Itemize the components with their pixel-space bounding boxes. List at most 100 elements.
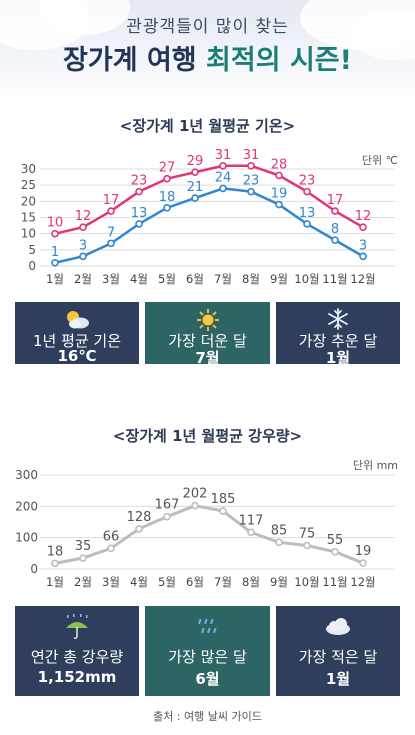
- data-label: 28: [271, 157, 288, 172]
- data-label: 85: [271, 523, 288, 538]
- data-label: 35: [75, 539, 92, 554]
- stat-label: 가장 추운 달: [298, 332, 378, 350]
- x-tick-label: 4월: [130, 575, 148, 589]
- data-label: 19: [271, 187, 288, 202]
- data-label: 18: [47, 544, 64, 559]
- data-point: [163, 512, 171, 521]
- title-highlight: 최적의 시즌!: [206, 45, 352, 76]
- x-tick-label: 11월: [322, 272, 347, 286]
- data-point: [51, 229, 59, 238]
- stat-label: 가장 많은 달: [168, 648, 247, 666]
- data-point: [359, 559, 367, 567]
- data-point: [191, 501, 199, 510]
- data-label: 3: [79, 238, 87, 253]
- data-point: [191, 194, 199, 202]
- data-point: [51, 559, 59, 568]
- data-label: 66: [103, 529, 120, 544]
- y-tick-label: 0: [30, 562, 38, 576]
- stat-avg-temp: 1년 평균 기온 16℃: [15, 302, 139, 365]
- y-tick-label: 5: [28, 243, 36, 257]
- x-tick-label: 6월: [186, 575, 204, 589]
- y-tick-label: 100: [15, 531, 38, 545]
- x-tick-label: 9월: [270, 272, 288, 286]
- x-tick-label: 10월: [294, 272, 319, 286]
- temp-chart-title: <장가계 1년 월평균 기온>: [119, 117, 296, 135]
- data-point: [331, 207, 339, 215]
- data-point: [107, 544, 115, 553]
- stat-value: 1,152mm: [37, 668, 117, 686]
- unit-label: 단위 ℃: [362, 154, 398, 167]
- y-tick-label: 10: [21, 227, 36, 241]
- stat-hottest-month: 가장 더운 달 7월: [145, 302, 270, 367]
- data-label: 202: [183, 487, 208, 502]
- data-point: [331, 236, 339, 244]
- data-point: [303, 187, 311, 196]
- data-label: 185: [211, 492, 236, 507]
- data-label: 21: [187, 180, 204, 195]
- data-point: [163, 204, 171, 212]
- data-point: [275, 538, 283, 547]
- data-point: [79, 223, 87, 231]
- x-tick-label: 5월: [158, 272, 176, 286]
- title-main: 장가계 여행: [63, 45, 207, 76]
- x-tick-label: 11월: [322, 575, 347, 589]
- stat-label: 1년 평균 기온: [32, 332, 122, 350]
- data-point: [135, 525, 143, 533]
- stat-value: 7월: [195, 349, 220, 367]
- data-label: 18: [159, 190, 176, 205]
- data-point: [219, 161, 227, 170]
- data-point: [79, 554, 87, 562]
- data-label: 1: [51, 245, 59, 260]
- stat-label: 가장 더운 달: [168, 332, 247, 350]
- umbrella-icon: [64, 614, 90, 644]
- sun-cloud-icon: [62, 308, 92, 334]
- stat-label: 연간 총 강우량: [30, 648, 124, 666]
- stat-annual-rain: 연간 총 강우량 1,152mm: [15, 606, 139, 696]
- data-label: 167: [155, 498, 180, 513]
- x-tick-label: 12월: [350, 575, 375, 589]
- data-point: [107, 207, 115, 215]
- y-tick-label: 300: [15, 468, 38, 482]
- series-line: [54, 164, 364, 235]
- unit-label: 단위 mm: [353, 459, 398, 472]
- data-label: 19: [355, 544, 372, 559]
- data-label: 31: [243, 148, 260, 163]
- header-subtitle: 관광객들이 많이 찾는: [126, 17, 289, 37]
- x-tick-label: 3월: [102, 272, 120, 286]
- series-line: [54, 504, 364, 565]
- rain-chart-title: <장가계 1년 월평균 강우량>: [112, 427, 303, 445]
- data-point: [135, 220, 143, 228]
- snowflake-icon: [327, 308, 349, 334]
- data-label: 12: [355, 209, 372, 224]
- header-banner: [0, 0, 415, 95]
- y-tick-label: 15: [21, 211, 36, 225]
- stat-coldest-month: 가장 추운 달 1월: [276, 302, 400, 367]
- series-line: [54, 187, 364, 264]
- data-point: [107, 239, 115, 248]
- stat-wettest-month: 가장 많은 달 6월: [145, 606, 270, 696]
- data-label: 3: [359, 238, 367, 253]
- x-tick-label: 5월: [158, 575, 176, 589]
- data-point: [51, 258, 59, 267]
- x-tick-label: 2월: [74, 575, 92, 589]
- data-point: [191, 168, 199, 177]
- data-label: 12: [75, 209, 92, 224]
- sun-icon: [196, 308, 220, 336]
- x-tick-label: 9월: [270, 575, 288, 589]
- data-point: [135, 187, 143, 196]
- cloud-icon: [324, 616, 352, 640]
- y-tick-label: 200: [15, 499, 38, 513]
- data-point: [247, 161, 255, 170]
- data-point: [163, 174, 171, 183]
- x-tick-label: 1월: [46, 272, 64, 286]
- x-tick-label: 8월: [242, 575, 260, 589]
- data-label: 117: [239, 513, 264, 528]
- data-point: [359, 223, 367, 231]
- x-tick-label: 6월: [186, 272, 204, 286]
- data-label: 23: [299, 174, 316, 189]
- y-tick-label: 20: [21, 194, 36, 208]
- x-tick-label: 12월: [350, 272, 375, 286]
- data-point: [303, 541, 311, 550]
- stat-value: 16℃: [57, 347, 97, 365]
